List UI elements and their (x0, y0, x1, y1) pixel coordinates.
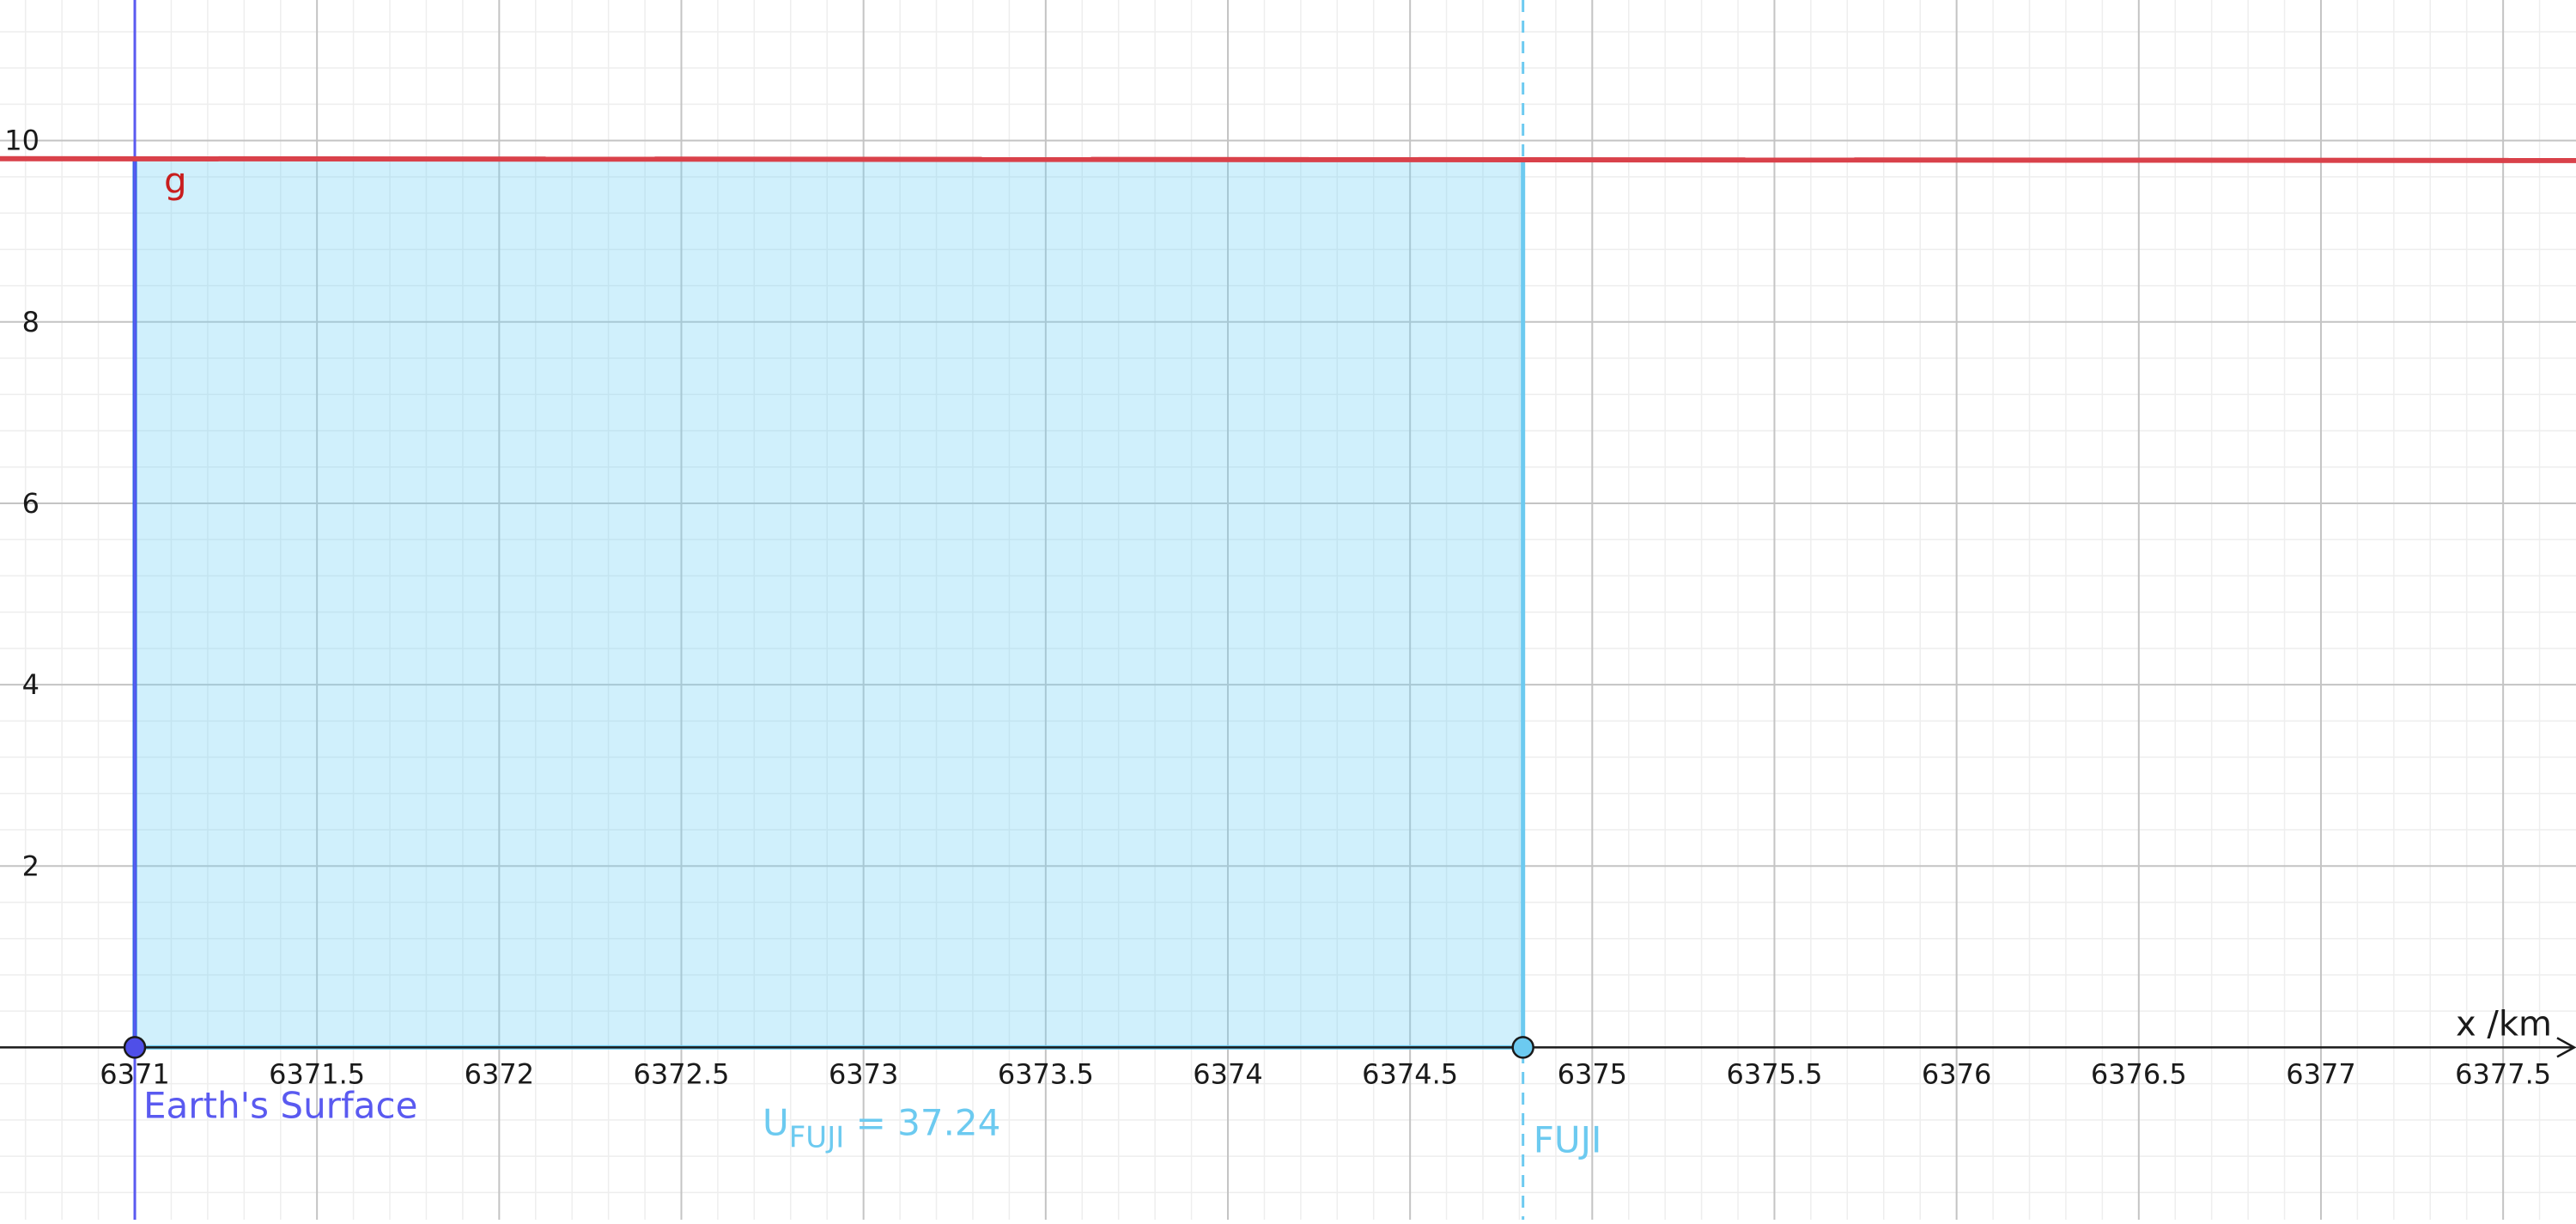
x-tick-label: 6374 (1193, 1057, 1262, 1090)
earth-surface-point (123, 1036, 147, 1059)
integral-value-subscript: FUJI (789, 1120, 845, 1154)
y-tick-label: 4 (22, 668, 39, 701)
earth-surface-label: Earth's Surface (143, 1084, 417, 1126)
y-tick-label: 2 (22, 849, 39, 882)
x-tick-label: 6377.5 (2455, 1057, 2551, 1090)
x-tick-label: 6374.5 (1362, 1057, 1458, 1090)
y-tick-label: 8 (22, 306, 39, 338)
x-tick-label: 6371.5 (269, 1057, 365, 1090)
points (123, 1036, 1534, 1059)
axes: x /km (0, 1004, 2576, 1058)
x-tick-label: 6375.5 (1726, 1057, 1822, 1090)
x-tick-label: 6371 (100, 1057, 169, 1090)
y-tick-label: 10 (4, 125, 39, 157)
x-tick-label: 6376.5 (2091, 1057, 2187, 1090)
x-axis-arrow-icon (2556, 1037, 2576, 1058)
x-tick-label: 6372.5 (634, 1057, 730, 1090)
x-axis-label: x /km (2456, 1004, 2552, 1044)
x-tick-label: 6372 (465, 1057, 534, 1090)
x-tick-label: 6376 (1922, 1057, 1991, 1090)
fuji-label: FUJI (1534, 1118, 1602, 1160)
shaded-integral-region (132, 158, 1526, 1050)
series-label-g: g (164, 160, 187, 202)
tick-labels: 6371 6371.5 6372 6372.5 6373 6373.5 6374 6374.5… (4, 125, 2551, 1091)
y-tick-label: 6 (22, 487, 39, 520)
integral-value-label: UFUJI = 37.24 (762, 1101, 1000, 1154)
series-line-g (0, 155, 2576, 163)
integral-value-rest: = 37.24 (844, 1101, 1000, 1143)
x-tick-label: 6373 (829, 1057, 898, 1090)
integral-value-main: U (762, 1101, 789, 1143)
x-tick-label: 6377 (2286, 1057, 2355, 1090)
x-tick-label: 6373.5 (998, 1057, 1094, 1090)
series-lines (0, 155, 2576, 163)
vertical-lines (133, 0, 1525, 1220)
fuji-point (1511, 1036, 1534, 1059)
x-tick-label: 6375 (1558, 1057, 1627, 1090)
integral-area (135, 158, 1523, 1048)
